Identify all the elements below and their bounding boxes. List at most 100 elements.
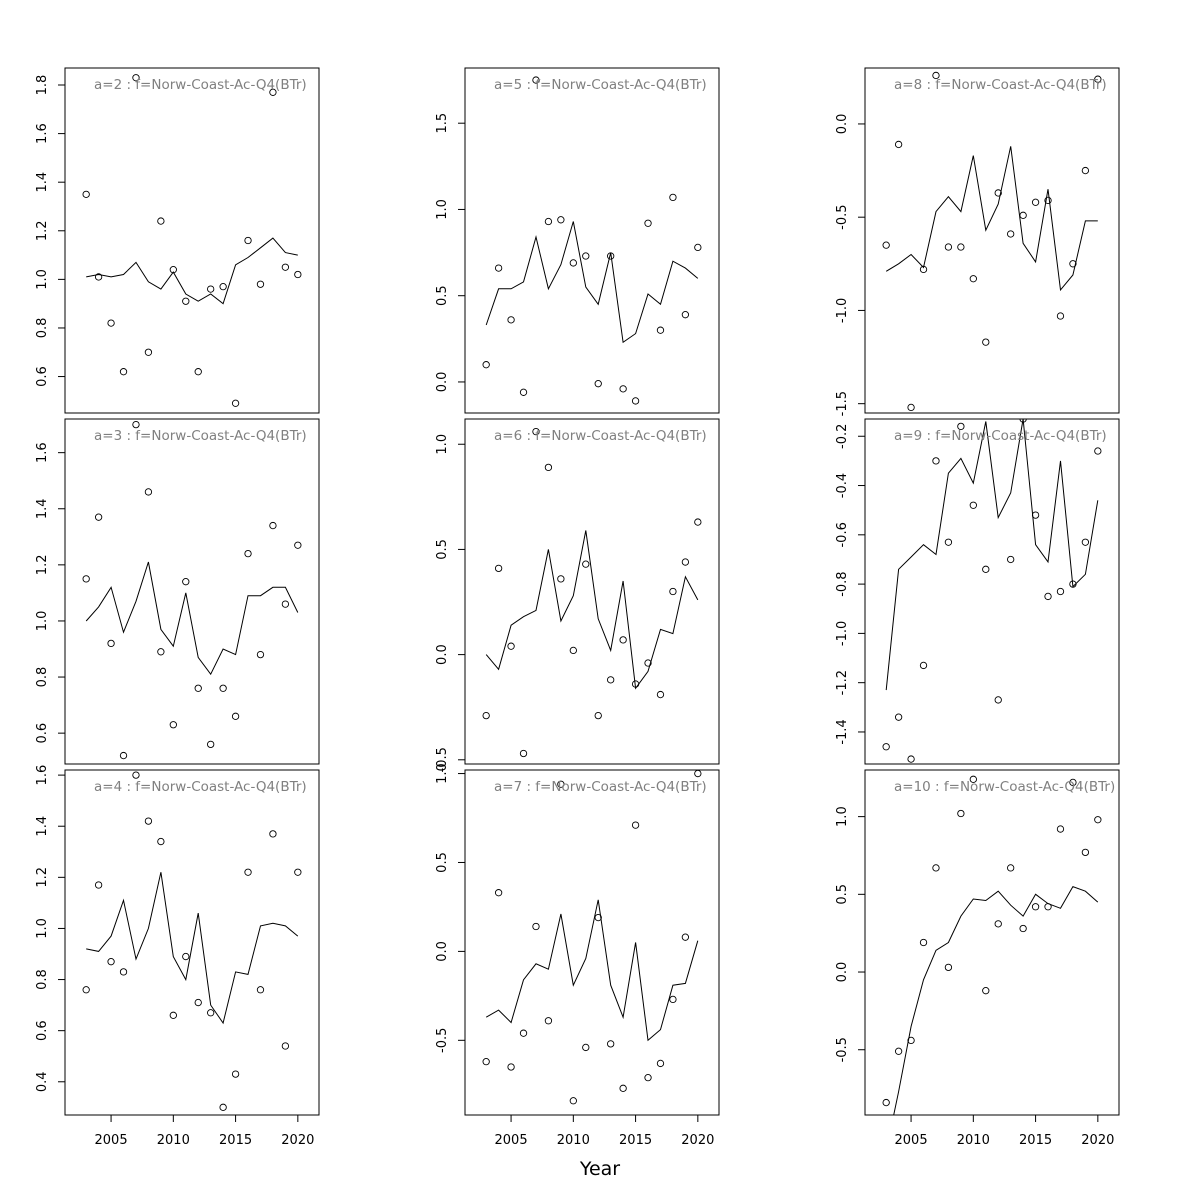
fitted-line [86,872,299,1025]
panel-3: -1.5 -1.0 -0.5 0.0 a=8 : f=Norw-Coast-Ac-Q4(… [835,67,1120,416]
y-tick-label: 0.5 [835,884,850,905]
observed-point [1019,211,1027,219]
observed-point [231,712,240,720]
y-tick-label: 0.6 [35,1020,50,1041]
observed-point [694,518,702,526]
observed-point [269,88,277,96]
fitted-line [86,237,298,305]
panel-8: -0.5 0.0 0.5 1.0 2005 2010 2015 2020 a=7 : f=Nor… [435,763,720,1148]
observed-point [544,217,553,226]
observed-point [631,821,640,829]
observed-point [269,521,277,530]
observed-point [1044,196,1052,205]
x-tick-label: 2010 [157,1133,190,1148]
observed-point [144,817,153,825]
observed-point [194,368,202,376]
observed-point [519,749,528,758]
observed-point [182,297,190,305]
observed-point [482,711,490,720]
observed-point [1031,198,1040,206]
y-tick-label: 1.6 [35,765,50,786]
observed-point [557,216,565,224]
observed-point [694,243,702,252]
observed-point [94,881,103,889]
panel-title: a=4 : f=Norw-Coast-Ac-Q4(BTr) [94,779,307,795]
observed-point [82,986,90,994]
observed-point [569,1097,577,1105]
panel-7: 0.4 0.6 0.8 1.0 1.2 1.4 1.6 2005 2010 2015 2020 a=4… [35,765,320,1148]
observed-point [482,1057,490,1066]
observed-point [907,403,915,412]
observed-point [281,600,290,608]
observed-point [256,986,265,994]
x-tick-label: 2020 [281,1133,314,1148]
y-tick-label: -0.6 [835,522,850,547]
observed-point [544,1017,553,1025]
observed-point [544,463,553,472]
y-tick-label: 1.2 [35,220,50,241]
observed-point [244,236,252,245]
observed-point [532,427,540,436]
observed-point [944,963,953,972]
observed-point [494,264,503,272]
observed-point [631,680,640,688]
y-tick-label: 1.4 [35,498,50,519]
observed-point [569,646,577,655]
observed-point [231,1070,240,1078]
observed-point [1031,511,1040,519]
y-tick-label: 1.2 [35,555,50,576]
observed-point [144,348,153,356]
y-tick-label: 1.6 [35,123,50,144]
observed-point [919,938,928,947]
observed-point [169,1011,177,1019]
panel-9: -0.5 0.0 0.5 1.0 2005 2010 2015 2020 a=10 : f=No… [835,769,1120,1148]
observed-point [594,711,602,720]
y-tick-label: -0.5 [435,747,450,772]
observed-point [207,1009,215,1017]
observed-point [882,241,890,249]
observed-point [656,690,665,699]
panel-1: 0.6 0.8 1.0 1.2 1.4 1.6 1.8 a=2 : f=Norw-Coast-… [35,67,320,414]
fitted-line [893,885,1099,1115]
observed-point [1019,924,1027,933]
fitted-line [85,561,299,676]
observed-point [157,837,165,846]
y-tick-label: 0.0 [835,114,850,135]
observed-point [1056,587,1065,596]
observed-point [907,755,915,763]
observed-point [256,280,265,288]
plot-area [482,76,702,405]
plot-frame [464,418,720,765]
observed-point [244,868,252,876]
observed-point [507,316,515,324]
observed-point [231,399,240,407]
x-tick-label: 2005 [95,1133,128,1148]
y-tick-label: 1.0 [35,611,50,632]
panel-title: a=8 : f=Norw-Coast-Ac-Q4(BTr) [894,77,1107,93]
x-tick-label: 2015 [619,1133,652,1148]
observed-point [694,770,702,778]
plot-frame [464,769,720,1116]
x-tick-label: 2005 [895,1133,928,1148]
y-tick-label: 0.4 [35,1071,50,1092]
observed-point [644,219,652,227]
observed-point [507,1063,515,1071]
y-tick-label: -1.0 [835,621,850,646]
observed-point [219,283,227,291]
y-tick-label: 1.4 [35,816,50,837]
observed-point [132,74,140,82]
plot-area [82,420,302,760]
observed-point [1007,555,1015,564]
y-tick-label: 0.6 [35,723,50,744]
x-tick-label: 2015 [1019,1133,1052,1148]
observed-point [532,76,540,84]
observed-point [644,659,652,667]
panel-title: a=3 : f=Norw-Coast-Ac-Q4(BTr) [94,428,307,444]
observed-point [994,189,1002,197]
observed-point [107,958,115,966]
observed-point [669,995,677,1004]
observed-point [169,721,177,729]
observed-point [219,684,227,692]
observed-point [294,270,302,279]
